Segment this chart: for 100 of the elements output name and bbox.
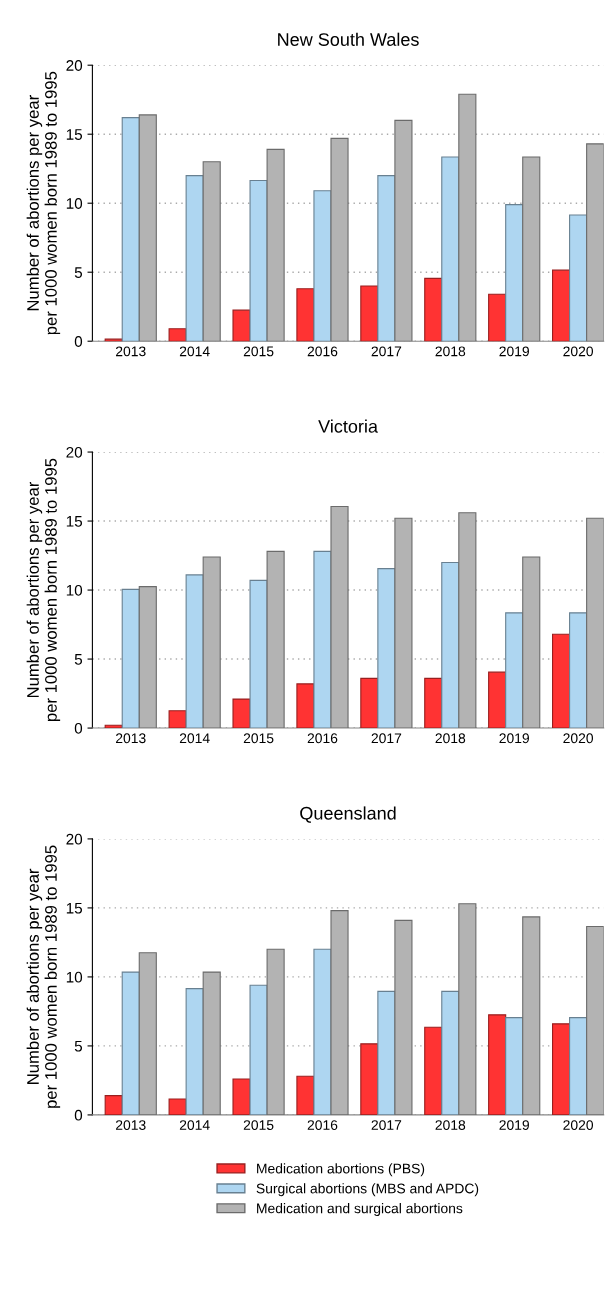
x-tick-label: 2013	[116, 733, 146, 744]
bar	[266, 148, 285, 342]
bar	[551, 269, 571, 342]
bar	[377, 990, 396, 1115]
x-tick-label: 2019	[499, 346, 529, 357]
legend-label: Medication abortions (PBS)	[257, 1163, 425, 1177]
bar	[569, 612, 588, 729]
y-tick-label: 10	[66, 971, 83, 983]
bar	[104, 338, 123, 342]
bar	[458, 93, 477, 342]
bar	[138, 586, 157, 729]
x-tick-label: 2017	[371, 733, 402, 744]
bar	[313, 948, 332, 1115]
bar	[569, 1017, 588, 1115]
bar	[168, 710, 187, 729]
bar	[330, 137, 349, 342]
x-tick-label: 2017	[371, 346, 402, 357]
x-tick-label: 2018	[435, 346, 466, 357]
bar	[488, 671, 507, 729]
bar	[330, 506, 349, 729]
bar	[505, 1017, 524, 1115]
bar	[360, 1043, 379, 1115]
bar	[313, 190, 332, 342]
y-tick-label: 20	[66, 60, 83, 71]
bar	[441, 561, 460, 729]
bar	[424, 677, 443, 729]
x-tick-label: 2013	[116, 346, 146, 357]
x-tick-label: 2015	[243, 733, 274, 744]
bar	[296, 683, 315, 729]
bar	[360, 677, 379, 729]
x-tick-label: 2014	[179, 733, 210, 744]
legend-label: Surgical abortions (MBS and APDC)	[256, 1183, 479, 1197]
y-tick-label: 15	[66, 516, 83, 527]
bar	[138, 114, 157, 342]
bar	[232, 1078, 251, 1115]
x-tick-label: 2019	[499, 733, 529, 744]
bar	[377, 175, 396, 342]
bar	[185, 175, 204, 342]
chart-title: Victoria	[318, 419, 378, 433]
bar	[249, 984, 268, 1115]
x-tick-label: 2019	[499, 1120, 529, 1130]
bar	[232, 309, 251, 342]
bar	[569, 214, 588, 342]
bar	[185, 574, 204, 729]
bar	[249, 179, 268, 342]
bar	[266, 550, 285, 729]
y-tick-label: 15	[66, 902, 83, 914]
y-tick-label: 0	[74, 722, 83, 734]
y-tick-label: 5	[74, 1040, 83, 1052]
bar	[488, 1014, 507, 1115]
bar	[168, 1098, 187, 1115]
x-tick-label: 2014	[179, 346, 210, 357]
x-tick-label: 2020	[563, 1120, 594, 1130]
bar	[360, 285, 379, 342]
bar	[249, 579, 268, 729]
bar	[441, 990, 460, 1115]
bar	[168, 328, 187, 342]
y-tick-label: 15	[66, 129, 83, 140]
bar	[586, 517, 604, 729]
x-tick-label: 2017	[371, 1120, 402, 1130]
bar	[505, 204, 524, 342]
bar	[121, 588, 140, 729]
bar	[488, 293, 507, 342]
bar	[458, 512, 477, 729]
bar	[104, 1095, 123, 1115]
x-tick-label: 2016	[307, 733, 338, 744]
bar	[377, 568, 396, 729]
bar	[551, 633, 571, 729]
x-tick-label: 2014	[179, 1120, 210, 1130]
x-tick-label: 2020	[563, 346, 594, 357]
y-tick-label: 0	[74, 1109, 83, 1121]
bar	[586, 143, 604, 342]
bar	[138, 952, 157, 1115]
bar	[232, 698, 251, 729]
y-axis-title: Number of abortions per year per 1000 women born 1989 to 1995	[26, 71, 61, 335]
bar	[121, 117, 140, 342]
x-tick-label: 2016	[307, 1120, 338, 1130]
bar	[121, 971, 140, 1115]
x-tick-label: 2015	[243, 346, 274, 357]
bar	[441, 156, 460, 342]
bar	[551, 1023, 571, 1115]
y-tick-label: 5	[74, 267, 83, 278]
bar	[586, 925, 604, 1115]
x-tick-label: 2018	[435, 733, 466, 744]
x-tick-label: 2015	[243, 1120, 274, 1130]
y-tick-label: 20	[66, 833, 83, 845]
legend-label: Medication and surgical abortions	[257, 1203, 463, 1217]
y-tick-label: 0	[74, 336, 83, 347]
bar	[313, 550, 332, 729]
y-axis-title: Number of abortions per year per 1000 women born 1989 to 1995	[26, 845, 61, 1108]
bar	[296, 288, 315, 342]
bar	[505, 612, 524, 729]
y-tick-label: 20	[66, 446, 83, 458]
x-tick-label: 2013	[116, 1120, 146, 1130]
chart-title: Queensland	[300, 806, 396, 823]
bar	[185, 988, 204, 1115]
y-axis-title: Number of abortions per year per 1000 women born 1989 to 1995	[26, 458, 61, 722]
x-tick-label: 2018	[435, 1120, 466, 1130]
chart-title: New South Wales	[278, 32, 419, 46]
y-tick-label: 10	[66, 584, 83, 596]
